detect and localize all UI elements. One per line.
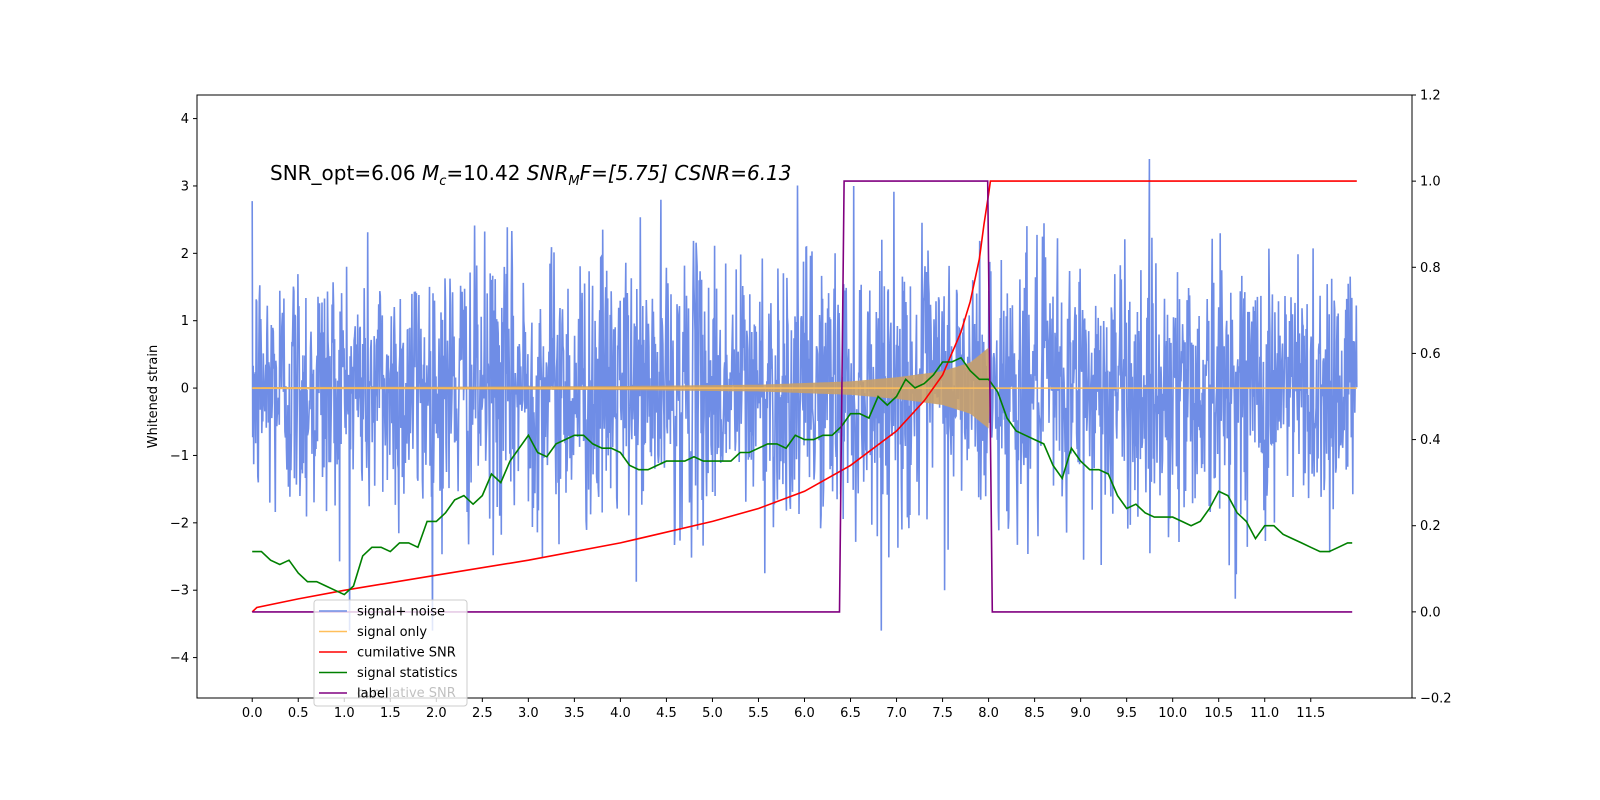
x-tick-label: 0.0: [242, 706, 263, 721]
signal-only-series: [252, 347, 1357, 429]
x-tick-label: 8.0: [978, 706, 999, 721]
annotation-text: SNR_opt=6.06 Mc=10.42 SNRMF=[5.75] CSNR=…: [270, 161, 792, 189]
x-tick-label: 11.5: [1296, 706, 1325, 721]
x-tick-label: 11.0: [1250, 706, 1279, 721]
annotation-part: SNR_opt=6.06: [270, 161, 422, 185]
y-tick-label: −1: [170, 449, 189, 464]
legend-ghost-text: cumilative SNR: [357, 686, 456, 701]
x-tick-label: 4.0: [610, 706, 631, 721]
right-axis-series: [251, 180, 1357, 613]
x-tick-label: 10.5: [1204, 706, 1233, 721]
legend-label: signal statistics: [357, 666, 458, 681]
x-tick-label: 7.5: [932, 706, 953, 721]
x-tick-label: 1.5: [380, 706, 401, 721]
x-tick-label: 8.5: [1024, 706, 1045, 721]
x-tick-label: 9.5: [1116, 706, 1137, 721]
annotation-part: M: [422, 161, 439, 185]
y-tick-label: −4: [170, 651, 189, 666]
y2-tick-label: 0.2: [1420, 519, 1441, 534]
signal-statistics-line: [252, 356, 1353, 596]
y2-tick-label: 0.0: [1420, 605, 1441, 620]
y-tick-label: −2: [170, 516, 189, 531]
x-tick-label: 6.0: [794, 706, 815, 721]
label-line: [252, 180, 1353, 613]
x-tick-label: 0.5: [288, 706, 309, 721]
x-tick-label: 10.0: [1158, 706, 1187, 721]
y-tick-label: 4: [181, 112, 189, 127]
x-tick-label: 2.0: [426, 706, 447, 721]
y-tick-label: 2: [181, 247, 189, 262]
legend-label: signal+ noise: [357, 605, 445, 620]
x-tick-label: 5.0: [702, 706, 723, 721]
y2-tick-label: 0.6: [1420, 347, 1441, 362]
x-tick-label: 6.5: [840, 706, 861, 721]
y-axis-left: 4 3 2 1 0 −1 −2 −3 −4: [170, 112, 197, 666]
legend: cumilative SNR signal+ noise signal only c…: [313, 599, 468, 707]
annotation-part: c: [439, 174, 446, 189]
cumilative-snr-line: [251, 180, 1357, 613]
y2-tick-label: 0.4: [1420, 433, 1441, 448]
signal-noise-series: [251, 158, 1358, 631]
annotation-part: M: [568, 174, 579, 189]
y-axis-right: 1.2 1.0 0.8 0.6 0.4 0.2 0.0 −0.2: [1412, 89, 1452, 707]
y-tick-label: 3: [181, 179, 189, 194]
legend-label: signal only: [357, 625, 427, 640]
annotation-part: SNR: [527, 161, 569, 185]
y-tick-label: 1: [181, 314, 189, 329]
x-tick-label: 3.5: [564, 706, 585, 721]
x-tick-label: 7.0: [886, 706, 907, 721]
y2-tick-label: 1.2: [1420, 89, 1441, 104]
legend-label: label: [357, 687, 388, 702]
signal-noise-line: [251, 158, 1358, 631]
x-tick-label: 3.0: [518, 706, 539, 721]
y-tick-label: −3: [170, 584, 189, 599]
y2-tick-label: −0.2: [1420, 692, 1452, 707]
x-axis: 0.0 0.5 1.0 1.5 2.0 2.5 3.0 3.5 4.0 4.5 5.0 5.5 6.0 6…: [242, 698, 1325, 721]
x-tick-label: 5.5: [748, 706, 769, 721]
y2-tick-label: 1.0: [1420, 175, 1441, 190]
legend-box: [313, 599, 468, 707]
y-axis-label: Whitened strain: [146, 345, 161, 448]
annotation-part: =10.42: [446, 161, 526, 185]
y2-tick-label: 0.8: [1420, 261, 1441, 276]
y-tick-label: 0: [181, 382, 189, 397]
legend-items: signal+ noise signal only cumilative SNR si…: [319, 605, 458, 702]
annotation-part: F=[5.75] CSNR=6.13: [580, 161, 792, 185]
x-tick-label: 1.0: [334, 706, 355, 721]
x-tick-label: 9.0: [1070, 706, 1091, 721]
legend-label: cumilative SNR: [357, 646, 456, 661]
x-tick-label: 2.5: [472, 706, 493, 721]
x-tick-label: 4.5: [656, 706, 677, 721]
